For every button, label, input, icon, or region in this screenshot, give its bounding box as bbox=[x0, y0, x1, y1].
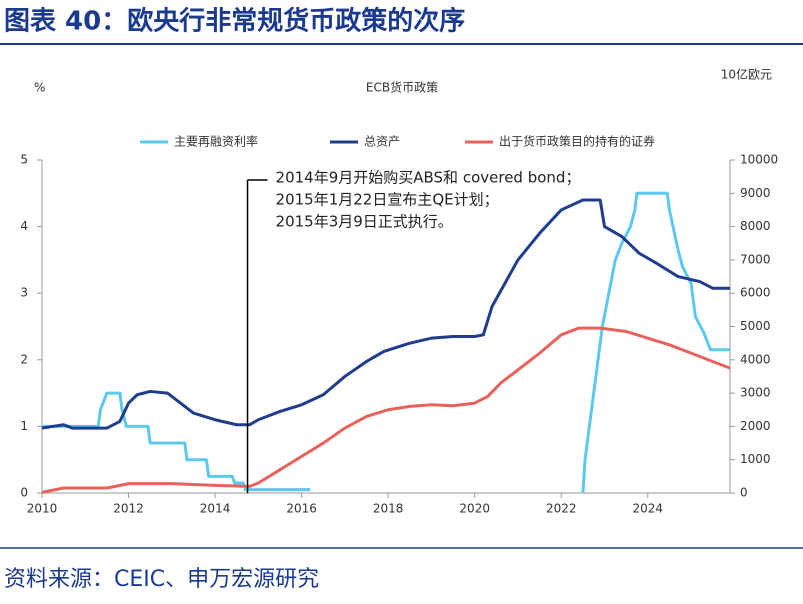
y-tick-label: 3 bbox=[20, 286, 28, 300]
y2-tick-label: 5000 bbox=[740, 319, 771, 333]
series-line bbox=[41, 326, 731, 494]
y-tick-label: 4 bbox=[20, 219, 28, 233]
y2-tick-label: 0 bbox=[740, 486, 748, 500]
y2-tick-label: 7000 bbox=[740, 252, 771, 266]
header-title: 图表 40：欧央行非常规货币政策的次序 bbox=[4, 6, 465, 37]
series-line bbox=[41, 198, 730, 430]
source: 资料来源：CEIC、申万宏源研究 bbox=[4, 567, 319, 592]
y-label: % bbox=[34, 81, 45, 95]
y2-tick-label: 10000 bbox=[740, 153, 778, 167]
y2-tick-label: 8000 bbox=[740, 219, 771, 233]
y2-tick-label: 2000 bbox=[740, 419, 771, 433]
chart-title: ECB货币政策 bbox=[366, 80, 438, 95]
series-line bbox=[581, 191, 730, 494]
y2-label: 10亿欧元 bbox=[721, 67, 772, 82]
y2-tick-label: 9000 bbox=[740, 186, 771, 200]
y-tick-label: 1 bbox=[20, 419, 28, 433]
y2-tick-label: 3000 bbox=[740, 386, 771, 400]
x-tick-label: 2016 bbox=[286, 502, 317, 516]
x-tick-label: 2024 bbox=[633, 502, 664, 516]
annotation-text: 2015年3月9日正式执行。 bbox=[276, 213, 453, 231]
y-tick-label: 0 bbox=[20, 486, 28, 500]
y-tick-label: 2 bbox=[20, 352, 28, 366]
series-line bbox=[42, 391, 311, 492]
y2-tick-label: 6000 bbox=[740, 286, 771, 300]
x-tick-label: 2012 bbox=[113, 502, 144, 516]
annotation-text: 2014年9月开始购买ABS和 covered bond； bbox=[276, 169, 581, 187]
annotation-text: 2015年1月22日宣布主QE计划； bbox=[276, 191, 499, 209]
y-tick-label: 5 bbox=[20, 153, 28, 167]
legend-label: 主要再融资利率 bbox=[174, 134, 258, 149]
legend-label: 出于货币政策目的持有的证券 bbox=[499, 134, 655, 149]
x-tick-label: 2018 bbox=[373, 502, 404, 516]
legend-label: 总资产 bbox=[364, 135, 400, 149]
y2-tick-label: 1000 bbox=[740, 452, 771, 466]
x-tick-label: 2020 bbox=[459, 502, 490, 516]
x-tick-label: 2010 bbox=[27, 502, 58, 516]
x-tick-label: 2022 bbox=[546, 502, 577, 516]
x-tick-label: 2014 bbox=[200, 502, 231, 516]
y2-tick-label: 4000 bbox=[740, 352, 771, 366]
